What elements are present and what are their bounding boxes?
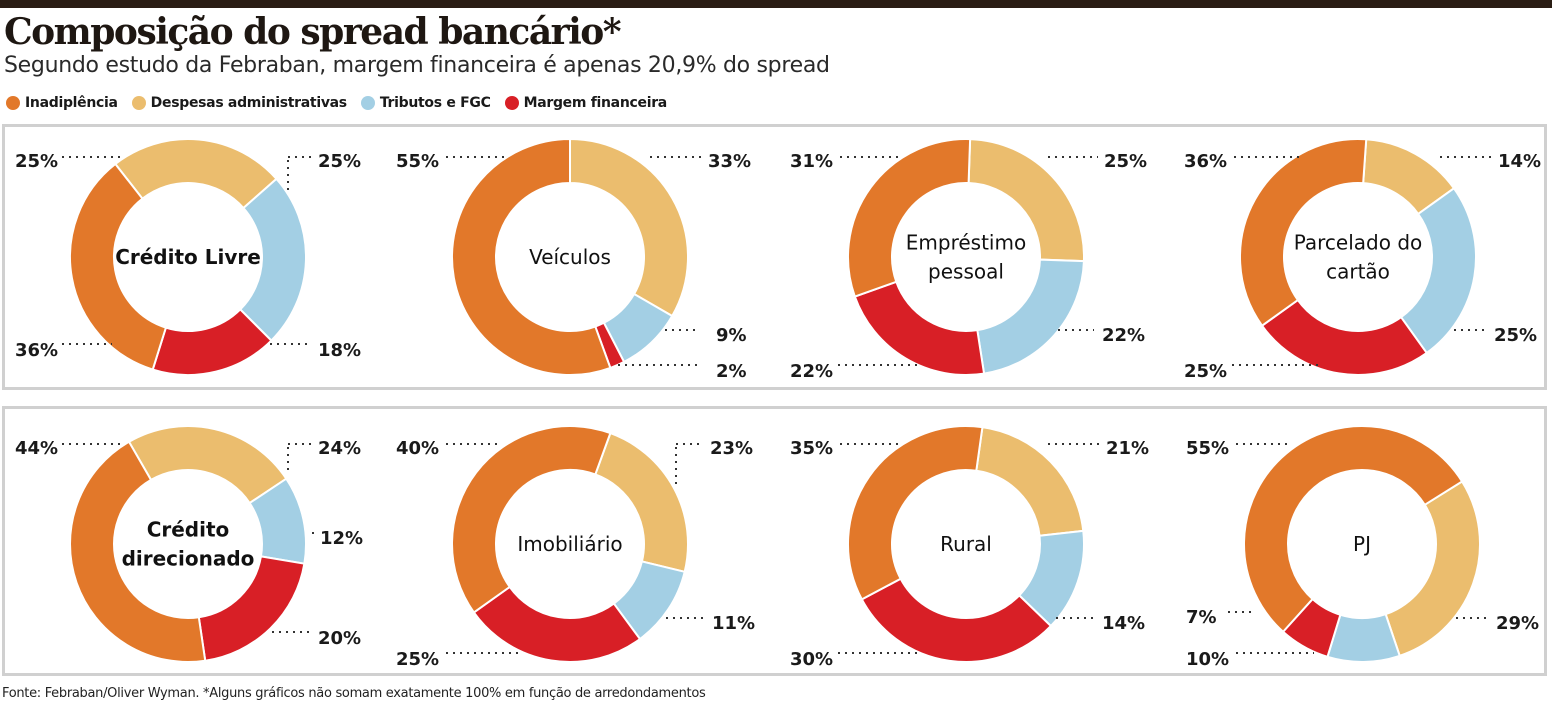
donut-slice-despesas-administrativas: [975, 426, 1085, 537]
data-label: 30%: [790, 649, 833, 670]
donut-slice-margem-financeira: [853, 280, 986, 376]
legend-swatch: [504, 96, 519, 110]
data-label: 20%: [318, 628, 361, 649]
top-rule: [0, 0, 1552, 8]
donut-center-label: Parcelado do: [1294, 231, 1423, 255]
donut-credito-livre: Crédito Livre 25% 25% 36% 18%: [15, 138, 361, 376]
donut-slice-margem-financeira: [472, 585, 642, 663]
data-label: 29%: [1496, 613, 1539, 634]
donut-imobiliario: Imobiliário 40% 23% 11% 25%: [396, 425, 755, 670]
chart-panel-top: [2, 124, 1547, 390]
donut-center-label: Crédito: [147, 518, 230, 542]
donut-center-label: Crédito Livre: [115, 245, 261, 269]
leader-line: [287, 156, 312, 190]
donut-slice-inadiplência: [1239, 138, 1368, 328]
donut-slice-despesas-administrativas: [569, 137, 689, 318]
data-label: 31%: [790, 151, 833, 172]
data-label: 23%: [710, 438, 753, 459]
donut-credito-direcionado: Crédito direcionado 44% 24% 12% 20%: [15, 425, 363, 663]
donut-slice-margem-financeira: [1260, 298, 1429, 376]
legend-swatch: [131, 96, 146, 110]
data-label: 18%: [318, 340, 361, 361]
chart-panel-bottom: [2, 406, 1547, 676]
donut-veiculos: Veículos 55% 33% 9% 2%: [396, 137, 751, 382]
data-label: 36%: [1184, 151, 1227, 172]
leader-line: [675, 443, 702, 484]
donut-slice-inadiplência: [847, 138, 972, 298]
legend-swatch: [6, 96, 20, 110]
donut-center-label: Imobiliário: [517, 532, 622, 556]
donut-slice-inadiplência: [451, 137, 612, 376]
chart-title: Composição do spread bancário*: [4, 11, 622, 53]
source-note: Fonte: Febraban/Oliver Wyman. *Alguns gr…: [2, 686, 706, 701]
legend-label: Despesas administrativas: [150, 95, 347, 111]
legend-label: Tributos e FGC: [379, 95, 491, 111]
data-label: 12%: [320, 528, 363, 549]
donut-center-label: Empréstimo: [906, 231, 1026, 255]
data-label: 25%: [15, 151, 58, 172]
data-label: 55%: [396, 151, 439, 172]
donut-center-label: cartão: [1326, 260, 1390, 284]
chart-subtitle: Segundo estudo da Febraban, margem finan…: [4, 53, 830, 78]
data-label: 22%: [1102, 325, 1145, 346]
data-label: 25%: [1184, 361, 1227, 382]
data-label: 33%: [708, 151, 751, 172]
donut-center-label: Veículos: [529, 245, 611, 269]
data-label: 25%: [1494, 325, 1537, 346]
legend: Inadiplência Despesas administrativas Tr…: [6, 95, 667, 111]
data-label: 44%: [15, 438, 58, 459]
donut-slice-inadiplência: [1243, 425, 1464, 634]
data-label: 25%: [1104, 151, 1147, 172]
legend-label: Margem financeira: [523, 95, 668, 111]
donut-slice-inadiplência: [451, 425, 612, 614]
legend-swatch: [360, 96, 375, 110]
donut-slice-tributos-e-fgc: [1399, 186, 1477, 355]
data-label: 22%: [790, 361, 833, 382]
donut-parcelado-do-cartao: Parcelado do cartão 36% 14% 25% 25%: [1184, 138, 1541, 382]
donut-slice-despesas-administrativas: [127, 425, 288, 505]
data-label: 25%: [396, 649, 439, 670]
data-label: 55%: [1186, 438, 1229, 459]
donut-slice-margem-financeira: [860, 577, 1053, 663]
donut-emprestimo-pessoal: Empréstimo pessoal 31% 25% 22% 22%: [790, 138, 1147, 382]
data-label: 35%: [790, 438, 833, 459]
donut-slice-inadiplência: [69, 440, 207, 663]
data-label: 14%: [1498, 151, 1541, 172]
donut-center-label: pessoal: [928, 260, 1004, 284]
data-label: 21%: [1106, 438, 1149, 459]
donut-pj: PJ 55% 29% 10% 7%: [1186, 425, 1539, 670]
data-label: 11%: [712, 613, 755, 634]
legend-label: Inadiplência: [25, 95, 118, 111]
data-label: 24%: [318, 438, 361, 459]
legend-item-tributos: Tributos e FGC: [360, 95, 491, 111]
data-label: 40%: [396, 438, 439, 459]
donut-slice-despesas-administrativas: [1384, 480, 1481, 658]
donut-slice-inadiplência: [847, 425, 984, 601]
leader-line: [287, 443, 312, 474]
donut-center-label: Rural: [940, 532, 992, 556]
legend-item-inadiplencia: Inadiplência: [6, 95, 118, 111]
data-label: 14%: [1102, 613, 1145, 634]
legend-item-despesas: Despesas administrativas: [131, 95, 347, 111]
donut-center-label: direcionado: [122, 547, 255, 571]
donut-rural: Rural 35% 21% 14% 30%: [790, 425, 1149, 670]
data-label: 9%: [716, 325, 747, 346]
data-label: 25%: [318, 151, 361, 172]
donut-slice-margem-financeira: [197, 555, 306, 662]
donut-center-label: PJ: [1353, 532, 1371, 556]
data-label: 7%: [1186, 607, 1217, 628]
legend-item-margem: Margem financeira: [504, 95, 668, 111]
donut-slice-inadiplência: [69, 162, 168, 371]
data-label: 10%: [1186, 649, 1229, 670]
data-label: 36%: [15, 340, 58, 361]
data-label: 2%: [716, 361, 747, 382]
